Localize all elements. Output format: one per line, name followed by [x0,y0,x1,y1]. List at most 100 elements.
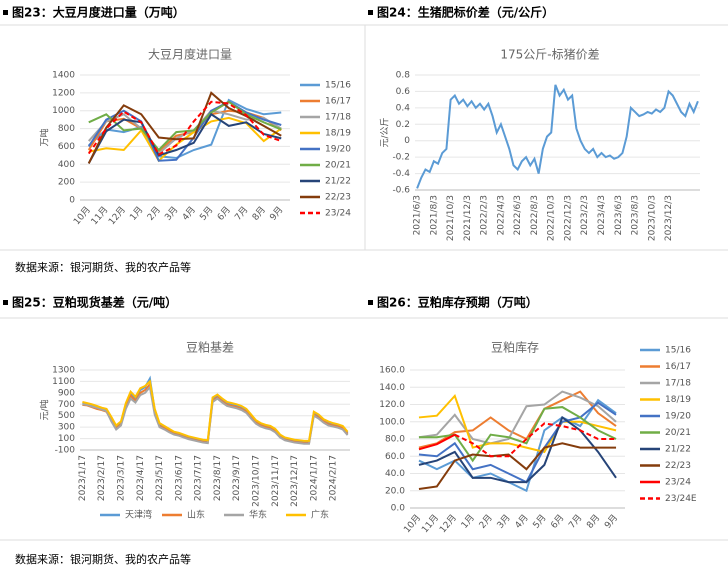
y-tick-label: 0.6 [396,87,411,97]
series-line [87,91,282,164]
y-tick-label: 140.0 [379,383,405,393]
legend-label: 17/18 [665,379,691,389]
y-tick-label: 200 [58,178,75,188]
series-line [418,390,617,449]
series-line [418,401,617,484]
legend-label: 18/19 [325,129,351,139]
series-line [418,433,456,451]
legend-label: 23/24E [665,494,697,504]
y-tick-label: 300 [58,423,75,433]
y-tick-label: 1000 [52,106,75,116]
caption: 图25：豆粕现货基差（元/吨） [12,295,177,310]
y-tick-label: 40.0 [385,469,405,479]
y-tick-label: 0 [69,196,75,206]
legend-label: 23/24 [325,209,351,219]
x-tick-label: 2023/4/17 [136,455,146,501]
series-line [82,379,349,442]
x-tick-label: 2023/4/3 [597,195,607,235]
x-tick-label: 2022/6/3 [513,195,523,235]
y-tick-label: 600 [58,142,75,152]
y-tick-label: 100 [58,434,75,444]
series-line [418,390,617,445]
legend-label: 17/18 [325,113,351,123]
y-tick-label: 700 [58,400,75,410]
y-tick-label: 20.0 [385,486,405,496]
series-line [87,112,282,164]
x-tick-label: 2023/12/17 [290,455,300,507]
legend-label: 23/24 [665,478,691,488]
y-tick-label: 160.0 [379,366,405,376]
bullet [3,10,8,15]
y-tick-label: 0 [404,136,410,146]
legend-label: 20/21 [325,161,351,171]
y-tick-label: 0.4 [396,103,411,113]
x-tick-label: 2023/11/17 [271,455,281,507]
y-axis-label: 元/公斤 [380,117,391,147]
legend-label: 21/22 [325,177,351,187]
x-tick-label: 2023/10/3 [647,195,657,241]
chart-title: 大豆月度进口量 [148,47,232,62]
chart-title: 豆粕基差 [186,340,234,355]
series-line [82,384,349,445]
legend-label: 22/23 [665,461,691,471]
x-tick-label: 2024/2/17 [329,455,339,501]
y-axis-label: 元/吨 [39,399,51,420]
y-tick-label: 900 [58,388,75,398]
x-tick-label: 2021/8/3 [429,195,439,235]
series-line [418,406,617,463]
y-tick-label: 80.0 [385,435,405,445]
bullet [368,10,373,15]
legend-label: 19/20 [325,145,351,155]
x-tick-label: 2023/12/3 [664,195,674,241]
legend-label: 21/22 [665,445,691,455]
legend-label: 16/17 [665,362,691,372]
y-tick-label: 1400 [52,71,75,81]
legend-label: 19/20 [665,412,691,422]
caption: 图23：大豆月度进口量（万吨） [12,5,185,20]
x-tick-label: 2022/4/3 [496,195,506,235]
legend-label: 山东 [187,509,205,521]
series-line [88,98,282,160]
x-tick-label: 2022/8/3 [530,195,540,235]
source: 数据来源：银河期货、我的农产品等 [15,552,191,566]
y-tick-label: 0.8 [396,71,411,81]
x-tick-label: 2023/3/17 [116,455,126,501]
series-line [88,100,282,152]
legend-label: 天津湾 [125,509,152,521]
x-tick-label: 2021/10/3 [446,195,456,241]
y-tick-label: 1200 [52,88,75,98]
bullet [3,300,8,305]
x-tick-label: 2023/9/17 [232,455,242,501]
x-tick-label: 2023/10/17 [251,455,261,507]
y-tick-label: 120.0 [379,400,405,410]
series-line [418,393,617,454]
x-tick-label: 2024/1/17 [309,455,319,501]
y-tick-label: -0.4 [392,169,410,179]
x-tick-label: 2021/12/3 [463,195,473,241]
series-line [418,442,617,491]
legend-label: 华东 [249,509,267,521]
y-tick-label: 400 [58,160,75,170]
caption: 图26：豆粕库存预期（万吨） [377,295,538,310]
x-tick-label: 2023/8/17 [213,455,223,501]
x-tick-label: 2022/12/3 [563,195,573,241]
caption: 图24：生猪肥标价差（元/公斤） [377,5,554,20]
series-line [418,415,617,484]
y-tick-label: 1100 [52,377,75,387]
bullet [368,300,373,305]
legend-label: 广东 [311,509,329,521]
y-tick-label: 0.0 [391,504,406,514]
x-tick-label: 2023/8/3 [631,195,641,235]
y-tick-label: 1300 [52,366,75,376]
series-line [87,100,282,162]
y-tick-label: -100 [55,446,76,456]
legend-label: 22/23 [325,193,351,203]
y-tick-label: 0.2 [396,120,410,130]
x-tick-label: 2023/6/17 [174,455,184,501]
x-tick-label: 2023/2/17 [97,455,107,501]
y-tick-label: 500 [58,411,75,421]
legend-label: 15/16 [665,346,691,356]
source: 数据来源：银河期货、我的农产品等 [15,260,191,274]
x-tick-label: 2023/7/17 [194,455,204,501]
